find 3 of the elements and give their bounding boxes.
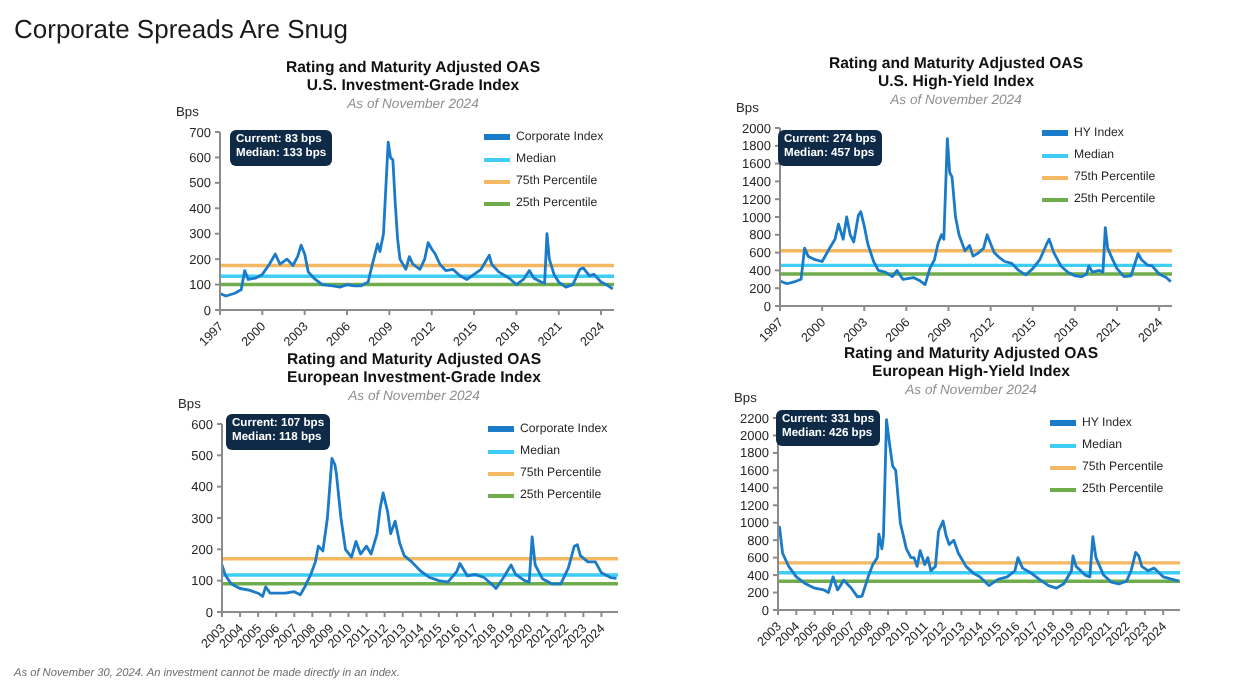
line-series <box>780 137 1172 287</box>
text: Corporate Spreads Are Snug <box>14 14 348 44</box>
line-series <box>222 457 618 598</box>
